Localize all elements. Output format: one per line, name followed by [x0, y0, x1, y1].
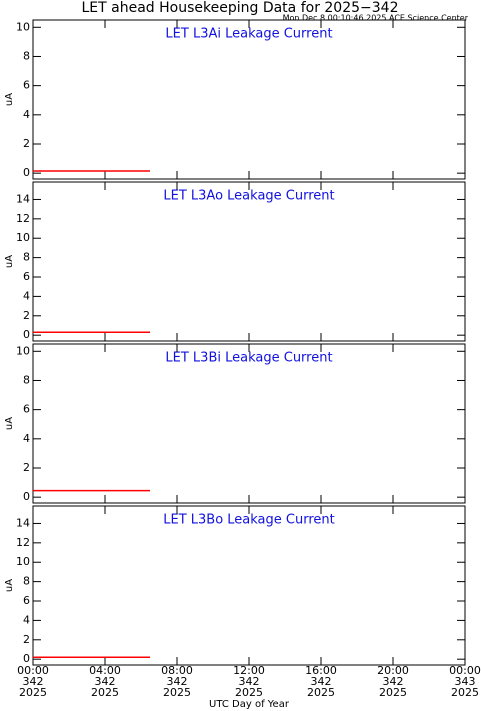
y-tick-label: 12: [16, 536, 30, 549]
x-tick-label-line: 2025: [19, 686, 47, 699]
y-tick-label: 2: [23, 461, 30, 474]
y-tick-label: 0: [23, 328, 30, 341]
y-tick-label: 8: [23, 49, 30, 62]
x-tick-label-line: 16:00: [305, 664, 337, 677]
panel-title: LET L3Bi Leakage Current: [165, 351, 332, 366]
x-tick-label-line: 2025: [451, 686, 479, 699]
plot-frame: [32, 505, 466, 666]
panel-title: LET L3Ai Leakage Current: [165, 27, 332, 42]
x-tick-label-line: 342: [23, 675, 44, 688]
x-tick-label-line: 2025: [307, 686, 335, 699]
x-tick-label-line: 08:00: [161, 664, 193, 677]
y-tick-label: 8: [23, 373, 30, 386]
x-tick-label-line: 2025: [163, 686, 191, 699]
plot-frame: [32, 19, 466, 180]
y-tick-label: 0: [23, 490, 30, 503]
y-tick-label: 2: [23, 633, 30, 646]
y-tick-label: 2: [23, 309, 30, 322]
x-tick-label: 12:00 342 2025: [233, 664, 265, 699]
x-tick-label-line: 343: [455, 675, 476, 688]
x-tick-label: 04:00 342 2025: [89, 664, 121, 699]
y-tick-label: 4: [23, 108, 30, 121]
x-tick-label-line: 342: [239, 675, 260, 688]
y-tick-label: 12: [16, 212, 30, 225]
y-tick-label: 6: [23, 403, 30, 416]
y-tick-label: 14: [16, 192, 30, 205]
y-axis-label: uA: [4, 579, 15, 592]
x-tick-label: 00:00 343 2025: [449, 664, 481, 699]
plot-frame: [32, 181, 466, 342]
x-tick-label-line: 2025: [235, 686, 263, 699]
plot-frame: [32, 343, 466, 504]
y-tick-label: 14: [16, 516, 30, 529]
x-tick-label-line: 12:00: [233, 664, 265, 677]
x-tick-label-line: 2025: [91, 686, 119, 699]
y-tick-label: 10: [16, 20, 30, 33]
y-axis-label: uA: [4, 255, 15, 268]
x-tick-label-line: 2025: [379, 686, 407, 699]
x-tick-label-line: 00:00: [449, 664, 481, 677]
y-tick-label: 10: [16, 231, 30, 244]
chart-title: LET ahead Housekeeping Data for 2025−342: [82, 0, 399, 16]
panel-title: LET L3Bo Leakage Current: [163, 513, 335, 528]
y-tick-label: 10: [16, 555, 30, 568]
y-tick-label: 6: [23, 270, 30, 283]
y-tick-label: 0: [23, 166, 30, 179]
x-tick-label: 08:00 342 2025: [161, 664, 193, 699]
chart-subtitle: Mon Dec 8 00:10:46 2025 ACE Science Cent…: [283, 14, 469, 23]
x-tick-label-line: 20:00: [377, 664, 409, 677]
y-tick-label: 0: [23, 652, 30, 665]
y-tick-label: 6: [23, 594, 30, 607]
y-tick-label: 6: [23, 79, 30, 92]
y-tick-label: 4: [23, 613, 30, 626]
y-tick-label: 8: [23, 251, 30, 264]
x-tick-label-line: 04:00: [89, 664, 121, 677]
x-tick-label-line: 342: [311, 675, 332, 688]
x-tick-label: 00:00 342 2025: [17, 664, 49, 699]
y-tick-label: 2: [23, 137, 30, 150]
panel-title: LET L3Ao Leakage Current: [163, 189, 334, 204]
x-tick-label: 20:00 342 2025: [377, 664, 409, 699]
y-tick-label: 8: [23, 575, 30, 588]
y-tick-label: 4: [23, 289, 30, 302]
x-tick-label: 16:00 342 2025: [305, 664, 337, 699]
y-axis-label: uA: [4, 93, 15, 106]
y-tick-label: 4: [23, 432, 30, 445]
x-tick-label-line: 00:00: [17, 664, 49, 677]
x-axis-label: UTC Day of Year: [209, 699, 290, 710]
y-axis-label: uA: [4, 417, 15, 430]
y-tick-label: 10: [16, 344, 30, 357]
x-tick-label-line: 342: [167, 675, 188, 688]
x-tick-label-line: 342: [95, 675, 116, 688]
x-tick-label-line: 342: [383, 675, 404, 688]
